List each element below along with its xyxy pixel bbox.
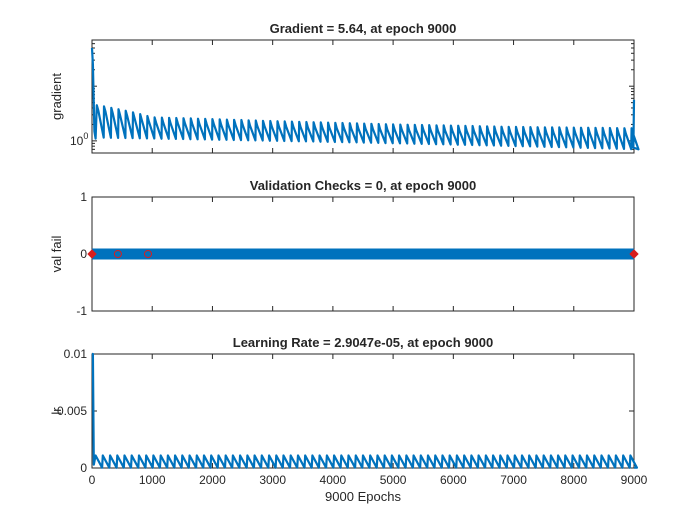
x-tick-label: 5000 [380, 473, 407, 487]
panel-title: Validation Checks = 0, at epoch 9000 [250, 178, 477, 193]
y-axis-label: val fail [49, 235, 64, 272]
y-axis-label: gradient [49, 73, 64, 120]
x-axis-label: 9000 Epochs [325, 489, 401, 504]
x-tick-label: 9000 [621, 473, 648, 487]
x-tick-label: 3000 [259, 473, 286, 487]
plot-area [91, 353, 635, 469]
x-tick-label: 8000 [560, 473, 587, 487]
x-tick-label: 1000 [139, 473, 166, 487]
x-tick-label: 4000 [320, 473, 347, 487]
val-fail-marker [87, 249, 97, 259]
y-tick-exponent: 0 [83, 131, 88, 141]
series-line [91, 352, 639, 469]
x-tick-label: 7000 [500, 473, 527, 487]
panel-title: Gradient = 5.64, at epoch 9000 [270, 21, 457, 36]
x-tick-label: 6000 [440, 473, 467, 487]
val-fail-marker [113, 250, 122, 258]
y-tick-label: 100 [70, 131, 88, 148]
y-tick-label: 0.005 [57, 404, 87, 418]
series-line [90, 47, 640, 151]
y-tick-base: 10 [70, 134, 84, 148]
y-tick-label: 1 [80, 190, 87, 204]
panel-title: Learning Rate = 2.9047e-05, at epoch 900… [233, 335, 494, 350]
x-tick-label: 0 [89, 473, 96, 487]
val-fail-marker [144, 250, 153, 258]
y-tick-label: 0 [80, 247, 87, 261]
y-tick-label: -1 [76, 304, 87, 318]
x-tick-label: 2000 [199, 473, 226, 487]
y-tick-label: 0.01 [64, 347, 88, 361]
y-axis-label: lr [49, 407, 64, 415]
y-tick-label: 0 [80, 461, 87, 475]
val-fail-marker [629, 249, 639, 259]
